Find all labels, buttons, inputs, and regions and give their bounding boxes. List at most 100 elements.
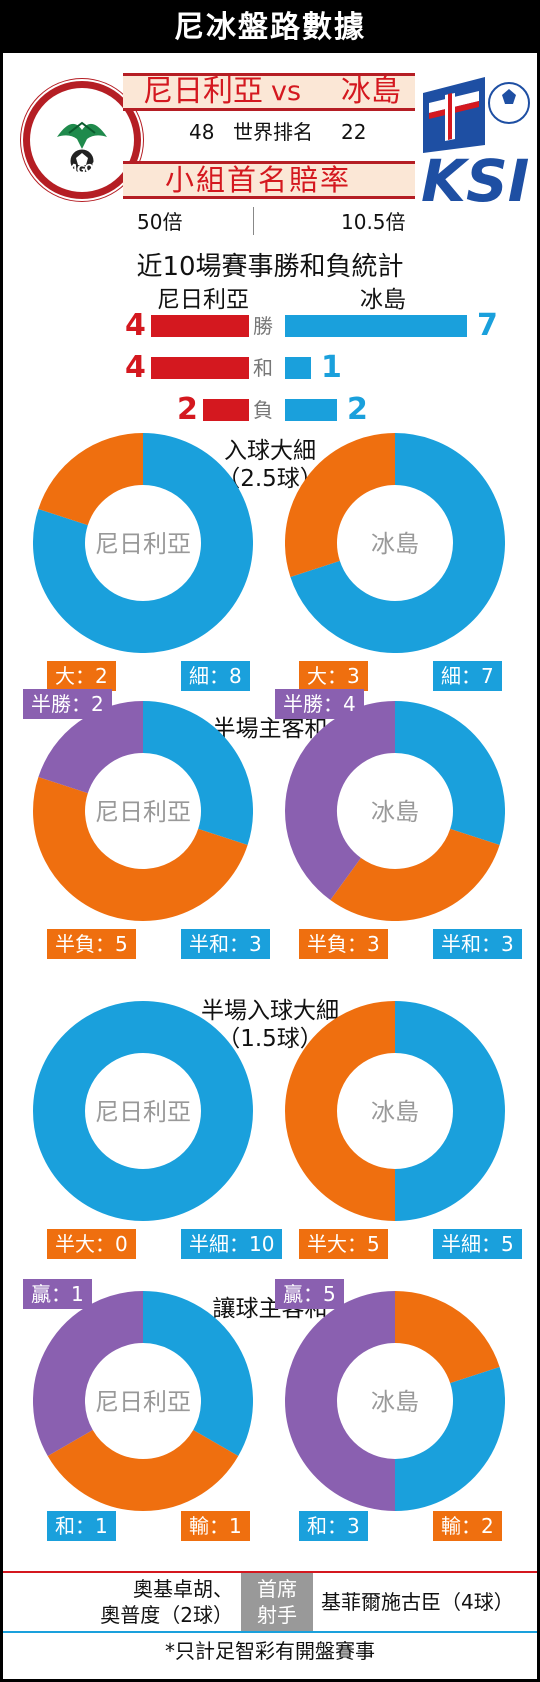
- team-left: 尼日利亞: [143, 74, 263, 109]
- donut-value-tag: 大：3: [299, 661, 368, 691]
- top-scorer-label-line1: 首席: [257, 1577, 297, 1601]
- donut-chart: 冰島: [285, 701, 505, 921]
- donut-value-tag: 半細：5: [433, 1229, 522, 1259]
- footnote: *只計足智彩有開盤賽事: [165, 1639, 375, 1663]
- record-bar-right: [285, 315, 467, 337]
- donut-value-tag: 半負：3: [299, 929, 388, 959]
- team-band: 尼日利亞 vs 冰島: [123, 73, 415, 111]
- record-value-left: 2: [177, 392, 198, 427]
- world-ranking-row: 48 世界排名 22: [123, 113, 415, 151]
- top-scorer-left-line1: 奧基卓胡、: [133, 1577, 233, 1601]
- donut-chart: 尼日利亞: [33, 1291, 253, 1511]
- donut-value-tag: 半細：10: [181, 1229, 283, 1259]
- donut-center-label: 尼日利亞: [95, 798, 191, 826]
- donut-slice: [141, 701, 253, 845]
- donut-value-tag: 細：8: [181, 661, 250, 691]
- donut-value-tag: 半和：3: [181, 929, 270, 959]
- odds-right: 10.5倍: [341, 210, 406, 234]
- top-scorer-right: 基菲爾施古臣（4球）: [321, 1590, 514, 1614]
- record-value-left: 4: [125, 308, 146, 343]
- record-value-right: 1: [321, 350, 342, 385]
- donut-slice: [285, 1291, 396, 1511]
- record-bar-left: [151, 315, 255, 337]
- donut-value-tag: 輸：1: [181, 1511, 250, 1541]
- donut-center-label: 尼日利亞: [95, 530, 191, 558]
- ksi-logo-text: KSI: [421, 147, 529, 209]
- donut-slice: [285, 1001, 396, 1221]
- donut-center-label: 尼日利亞: [95, 1388, 191, 1416]
- top-scorer-left-line2: 奧普度（2球）: [100, 1603, 233, 1627]
- donut-value-tag: 半勝：4: [275, 689, 364, 719]
- donut-slice: [393, 1367, 505, 1511]
- odds-left: 50倍: [137, 210, 183, 234]
- donut-chart: 冰島: [285, 1001, 505, 1221]
- donut-chart: 冰島: [285, 433, 505, 653]
- donut-slice: [394, 1001, 505, 1221]
- donut-value-tag: 細：7: [433, 661, 502, 691]
- donut-slice: [38, 433, 145, 527]
- donut-center-label: 尼日利亞: [95, 1098, 191, 1126]
- record-bar-right: [285, 399, 337, 421]
- donut-value-tag: 贏：1: [23, 1279, 92, 1309]
- donut-slice: [33, 1001, 253, 1221]
- donut-chart: 尼日利亞: [33, 1001, 253, 1221]
- donut-value-tag: 半大：0: [47, 1229, 136, 1259]
- donut-slice: [142, 1291, 253, 1456]
- donut-slice: [47, 1429, 239, 1511]
- donut-slice: [285, 701, 396, 900]
- top-scorer-label-line2: 射手: [257, 1603, 297, 1627]
- record-left-team: 尼日利亞: [157, 287, 249, 313]
- team-right: 冰島: [341, 74, 401, 109]
- section2-title: 半場主客和: [212, 716, 328, 742]
- section3-title: 半場入球大細: [201, 998, 339, 1024]
- donut-chart: 尼日利亞: [33, 701, 253, 921]
- record-bar-left: [203, 399, 255, 421]
- donut-slice: [33, 777, 248, 921]
- donut-slice: [290, 433, 505, 653]
- record-row-label: 負: [249, 398, 277, 422]
- nigeria-fa-badge-icon: NIGERIA FOOTBALL ASSOCIATION LAGOS: [17, 75, 144, 202]
- donut-value-tag: 和：3: [299, 1511, 368, 1541]
- donut-slice: [330, 827, 500, 921]
- donut-slice: [393, 1291, 500, 1385]
- donut-slice: [33, 433, 253, 653]
- donut-value-tag: 半大：5: [299, 1229, 388, 1259]
- top-scorer-box: 奧基卓胡、 奧普度（2球） 首席 射手 基菲爾施古臣（4球）: [3, 1571, 537, 1633]
- svg-text:LAGOS: LAGOS: [61, 158, 104, 176]
- versus-label: vs: [271, 76, 302, 107]
- record-right-team: 冰島: [360, 287, 406, 313]
- top-scorer-left: 奧基卓胡、 奧普度（2球）: [83, 1573, 233, 1631]
- record-row-label: 勝: [249, 314, 277, 338]
- donut-chart: 尼日利亞: [33, 433, 253, 653]
- donut-center-label: 冰島: [371, 1388, 419, 1416]
- page-title: 尼冰盤路數據: [3, 3, 537, 53]
- donut-center-label: 冰島: [371, 530, 419, 558]
- donut-value-tag: 和：1: [47, 1511, 116, 1541]
- donut-center-label: 冰島: [371, 1098, 419, 1126]
- donut-value-tag: 半負：5: [47, 929, 136, 959]
- section1-title: 入球大細: [224, 438, 316, 464]
- donut-slice: [393, 701, 505, 845]
- donut-chart: 冰島: [285, 1291, 505, 1511]
- donut-value-tag: 大：2: [47, 661, 116, 691]
- odds-values: 50倍 10.5倍: [113, 207, 413, 237]
- top-scorer-label: 首席 射手: [241, 1573, 313, 1631]
- donut-center-label: 冰島: [371, 798, 419, 826]
- record-value-left: 4: [125, 350, 146, 385]
- donut-slice: [285, 433, 397, 577]
- record-value-right: 2: [347, 392, 368, 427]
- record-title: 近10場賽事勝和負統計: [136, 252, 404, 282]
- rank-left: 48: [189, 120, 215, 144]
- rank-label: 世界排名: [233, 120, 313, 144]
- donut-slice: [38, 701, 145, 795]
- odds-band: 小組首名賠率: [123, 161, 415, 199]
- donut-value-tag: 半和：3: [433, 929, 522, 959]
- record-bar-left: [151, 357, 255, 379]
- record-bar-right: [285, 357, 311, 379]
- record-value-right: 7: [477, 308, 498, 343]
- donut-value-tag: 輸：2: [433, 1511, 502, 1541]
- odds-divider: [253, 207, 254, 235]
- donut-slice: [33, 1291, 144, 1456]
- record-row-label: 和: [249, 356, 277, 380]
